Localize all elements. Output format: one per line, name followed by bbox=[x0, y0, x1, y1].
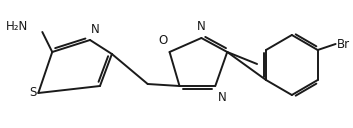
Text: H₂N: H₂N bbox=[6, 19, 28, 33]
Text: N: N bbox=[218, 91, 227, 104]
Text: N: N bbox=[197, 20, 206, 33]
Text: S: S bbox=[30, 87, 37, 99]
Text: N: N bbox=[91, 23, 100, 36]
Text: Br: Br bbox=[336, 38, 350, 51]
Text: O: O bbox=[158, 34, 168, 47]
